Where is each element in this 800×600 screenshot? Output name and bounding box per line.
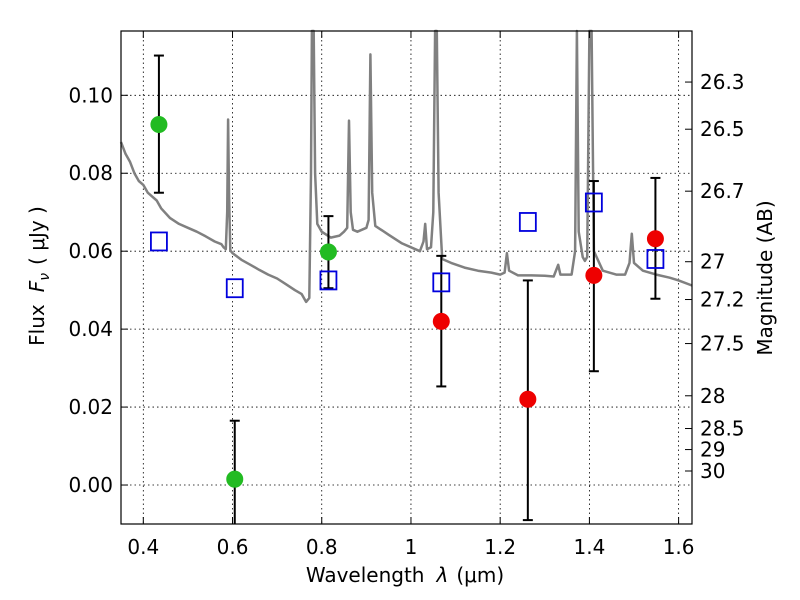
x-axis-title-text: Wavelength: [306, 563, 425, 587]
y-axis-title-text: Flux: [25, 304, 49, 346]
x-tick-label: 1.6: [663, 535, 695, 559]
y-tick-label: 0.10: [68, 83, 113, 107]
x-axis-title: Wavelength λ (μm): [306, 563, 504, 587]
model-square-marker: [225, 278, 244, 299]
green-data-point: [319, 243, 337, 261]
y-axis-title-subscript: ν: [37, 273, 53, 281]
x-tick-label: 0.4: [127, 535, 159, 559]
green-data-point: [226, 470, 244, 488]
y-tick-label: 0.02: [68, 395, 113, 419]
right-tick-label: 27.5: [700, 332, 745, 356]
right-tick-label: 30: [700, 459, 725, 483]
right-tick-label: 26.5: [700, 117, 745, 141]
right-tick-label: 26.7: [700, 179, 745, 203]
right-tick-label: 28.5: [700, 417, 745, 441]
right-tick-label: 28: [700, 384, 725, 408]
y-tick-label: 0.06: [68, 239, 113, 263]
red-data-point: [519, 390, 537, 408]
x-tick-label: 0.6: [217, 535, 249, 559]
plot-frame: [120, 30, 693, 525]
marker-layer: [150, 116, 665, 488]
spectrum-layer: [119, 29, 693, 304]
model-square-marker: [432, 272, 451, 293]
x-axis-title-unit: (μm): [456, 563, 504, 587]
grid: [121, 31, 692, 524]
model-square-marker: [518, 212, 537, 232]
red-data-point: [646, 230, 664, 248]
x-tick-label: 1: [405, 535, 418, 559]
red-data-point: [432, 312, 450, 330]
right-axis-title: Magnitude (AB): [753, 200, 777, 355]
tick-layer: [121, 31, 692, 524]
red-data-point: [585, 266, 603, 284]
model-square-marker: [584, 192, 603, 213]
right-tick-label: 29: [700, 438, 725, 462]
x-tick-label: 1.4: [573, 535, 605, 559]
y-axis-title-unit: ( μJy ): [25, 206, 49, 265]
y-axis-title: Flux Fν ( μJy ): [25, 206, 53, 346]
right-tick-label: 27: [700, 250, 725, 274]
green-data-point: [150, 116, 168, 134]
y-tick-label: 0.04: [68, 317, 113, 341]
x-axis-title-symbol: λ: [436, 563, 449, 587]
y-axis-title-symbol: F: [25, 280, 49, 292]
y-tick-label: 0.08: [68, 161, 113, 185]
y-tick-label: 0.00: [68, 473, 113, 497]
model-square-marker: [150, 231, 168, 252]
right-tick-label: 26.3: [700, 70, 745, 94]
model-square-marker: [319, 270, 338, 291]
spectrum-line: [119, 29, 693, 304]
x-tick-label: 0.8: [306, 535, 338, 559]
tick-label-layer: 0.4 0.6 0.8 1 1.2 1.4 1.6 0.00 0.02 0.04 0.06 0.08 0…: [68, 70, 744, 559]
model-square-marker: [646, 249, 665, 269]
right-tick-label: 27.2: [700, 288, 745, 312]
x-tick-label: 1.2: [484, 535, 516, 559]
